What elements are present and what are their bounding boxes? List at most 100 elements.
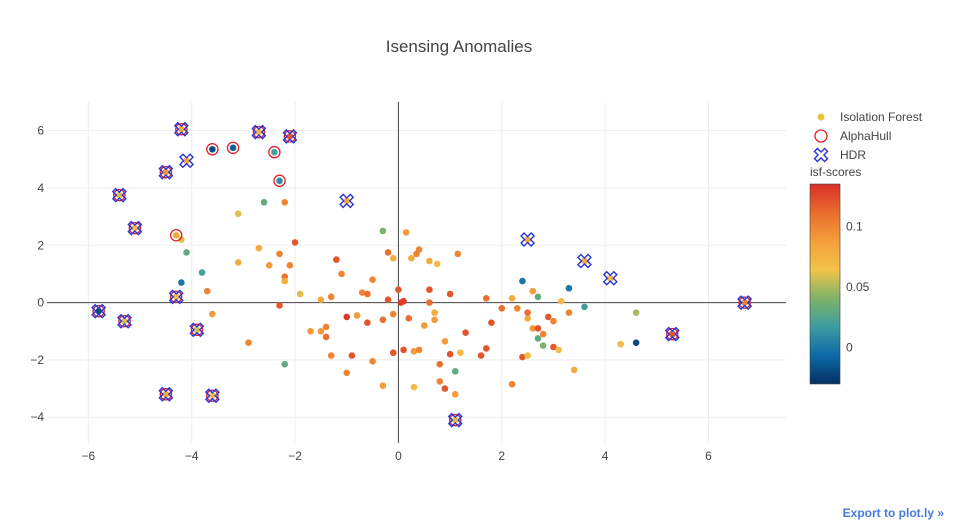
x-tick-label: 4 (602, 449, 609, 463)
isolation-forest-point (446, 350, 454, 358)
y-tick-label: −2 (30, 353, 44, 367)
alphahull-point (738, 296, 751, 309)
isolation-forest-point (255, 128, 263, 136)
alphahull-point (169, 290, 183, 304)
isolation-forest-point (454, 250, 462, 258)
isolation-forest-point (451, 416, 459, 424)
isolation-forest-point (317, 327, 325, 335)
isolation-forest-point (557, 297, 565, 305)
isolation-forest-point (172, 231, 180, 239)
hdr-point (602, 270, 618, 286)
isolation-forest-point (482, 345, 490, 352)
isolation-forest-point (477, 352, 485, 359)
x-tick-label: 2 (498, 449, 505, 463)
isolation-forest-point (410, 348, 418, 355)
isolation-forest-point (389, 349, 397, 357)
isolation-forest-point (436, 360, 444, 368)
isolation-forest-point (632, 339, 640, 347)
isolation-forest-point (415, 246, 423, 253)
hdr-point (520, 232, 536, 248)
isolation-forest-point (343, 369, 351, 377)
y-tick-label: 6 (37, 124, 44, 138)
isolation-forest-point (389, 310, 397, 318)
hdr-point (576, 253, 592, 269)
colorbar-ticks: 0 0.05 0.1 (846, 219, 870, 354)
hdr-point (168, 289, 184, 305)
plot-area[interactable] (91, 121, 753, 428)
isolation-forest-point (348, 352, 356, 359)
hdr-point (173, 121, 189, 137)
isolation-forest-point (343, 197, 351, 205)
isolation-forest-point (384, 296, 392, 304)
isolation-forest-point (534, 335, 542, 342)
hdr-point (339, 193, 355, 209)
isolation-forest-point (209, 310, 216, 318)
isolation-forest-point (162, 168, 170, 176)
legend-item-alphahull[interactable]: AlphaHull (814, 129, 891, 143)
isolation-forest-point (420, 322, 428, 329)
isolation-forest-point (183, 157, 190, 165)
isolation-forest-point (265, 262, 273, 269)
isolation-forest-point (669, 330, 676, 338)
isolation-forest-point (317, 296, 325, 304)
isolation-forest-point (550, 343, 557, 351)
isolation-forest-point (234, 259, 242, 266)
isolation-forest-point (327, 293, 335, 301)
isolation-forest-point (229, 144, 237, 152)
isolation-forest-point (482, 294, 490, 302)
isolation-forest-point (209, 392, 216, 400)
legend-item-hdr[interactable]: HDR (813, 147, 867, 163)
hdr-point (447, 412, 463, 428)
isolation-forest-point (741, 299, 748, 306)
isolation-forest-point (183, 249, 190, 256)
alphahull-point (449, 413, 462, 427)
isolation-forest-point (276, 302, 283, 309)
isolation-forest-point (369, 358, 376, 365)
chart-title: Isensing Anomalies (386, 37, 532, 56)
isolation-forest-point (581, 257, 588, 265)
isolation-forest-point (524, 315, 531, 322)
alphahull-point (273, 174, 286, 188)
isolation-forest-point (508, 294, 516, 302)
isolation-forest-point (364, 290, 371, 298)
isolation-forest-point (95, 307, 102, 315)
colorbar-gradient (809, 183, 841, 385)
isolation-forest-point (441, 337, 449, 345)
hdr-point (179, 153, 195, 169)
colorbar-tick-label: 0.05 (846, 280, 870, 294)
isolation-forest-point (457, 349, 464, 357)
isolation-forest-point (544, 313, 552, 321)
hdr-point (127, 220, 143, 236)
hdr-point (158, 164, 174, 180)
isolation-forest-point (338, 270, 345, 278)
hdr-point (111, 187, 127, 203)
isolation-forest-point (178, 236, 185, 243)
alphahull-point (169, 228, 183, 242)
alphahull-point (118, 314, 131, 328)
isolation-forest-point (498, 305, 506, 312)
y-tick-labels: −4 −2 0 2 4 6 (30, 124, 44, 425)
isolation-forest-point (431, 309, 438, 316)
x-tick-labels: −6 −4 −2 0 2 4 6 (81, 449, 712, 463)
isolation-forest-point (276, 250, 283, 258)
alphahull-point (128, 221, 142, 235)
colorbar-tick-label: 0.1 (846, 219, 863, 233)
isolation-forest-point (581, 303, 588, 311)
isolation-forest-point (555, 346, 562, 354)
alphahull-point (190, 323, 204, 337)
isolation-forest-point (281, 198, 289, 206)
legend-label-alphahull: AlphaHull (840, 129, 891, 143)
isolation-forest-point (524, 309, 531, 316)
isolation-forest-point (436, 378, 444, 385)
y-tick-label: 4 (37, 181, 44, 195)
isolation-forest-point (519, 353, 526, 361)
legend-item-isolation-forest[interactable]: Isolation Forest (817, 110, 923, 124)
alphahull-point (283, 130, 297, 143)
isolation-forest-point (431, 316, 438, 324)
isolation-forest-point (519, 277, 526, 285)
alphahull-point (666, 327, 679, 341)
x-tick-label: 0 (395, 449, 402, 463)
export-to-plotly-link[interactable]: Export to plot.ly » (842, 506, 944, 520)
isolation-forest-point (286, 262, 294, 269)
